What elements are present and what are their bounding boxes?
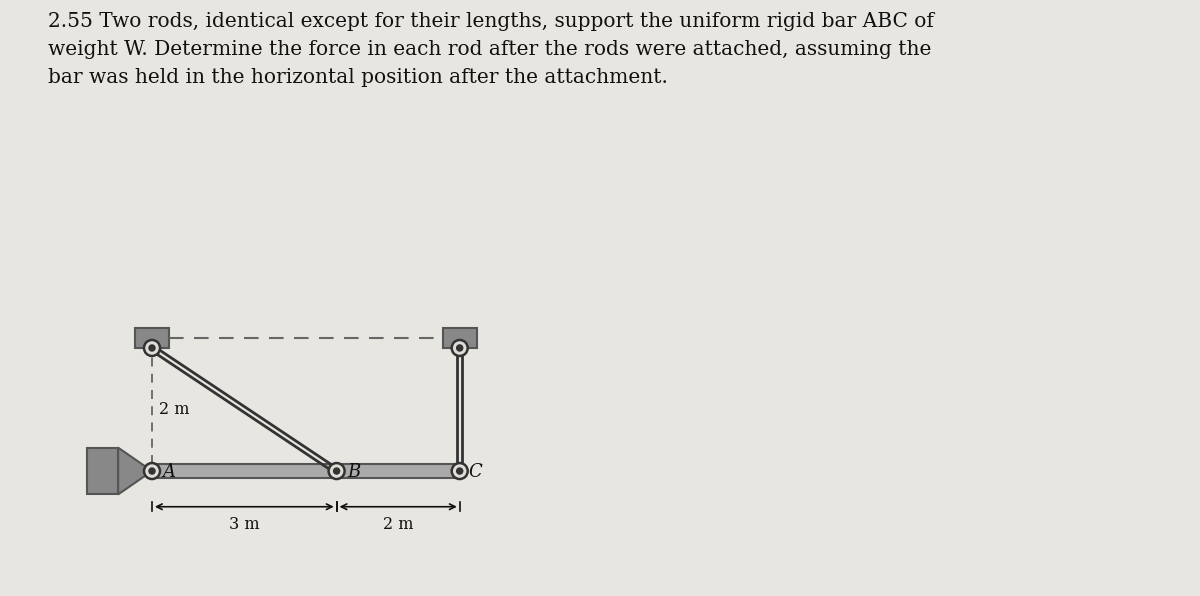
Text: 2.55 Two rods, identical except for their lengths, support the uniform rigid bar: 2.55 Two rods, identical except for thei… — [48, 12, 934, 87]
Circle shape — [451, 340, 468, 356]
Circle shape — [144, 463, 160, 479]
FancyBboxPatch shape — [136, 328, 169, 348]
Circle shape — [329, 463, 344, 479]
Circle shape — [144, 340, 160, 356]
Text: 2 m: 2 m — [160, 401, 190, 418]
FancyBboxPatch shape — [152, 464, 460, 478]
Text: A: A — [162, 462, 175, 480]
Circle shape — [457, 468, 463, 474]
Text: B: B — [347, 462, 360, 480]
Circle shape — [149, 345, 155, 351]
FancyBboxPatch shape — [443, 328, 476, 348]
Polygon shape — [118, 448, 152, 495]
Text: 3 m: 3 m — [229, 516, 259, 533]
Circle shape — [457, 345, 463, 351]
FancyBboxPatch shape — [88, 448, 118, 495]
Text: C: C — [468, 462, 482, 480]
Circle shape — [451, 463, 468, 479]
Text: 2 m: 2 m — [383, 516, 414, 533]
Circle shape — [334, 468, 340, 474]
Circle shape — [149, 468, 155, 474]
